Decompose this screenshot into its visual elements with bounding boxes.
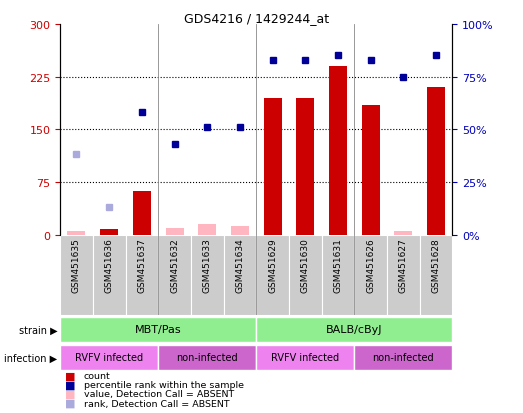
Text: strain ▶: strain ▶ [19,325,58,335]
Bar [67,232,85,235]
Text: rank, Detection Call = ABSENT: rank, Detection Call = ABSENT [84,399,229,408]
Text: ■: ■ [65,398,76,408]
Bar [329,67,347,235]
Bar [322,235,355,316]
Text: GSM451634: GSM451634 [235,237,244,292]
Text: GSM451637: GSM451637 [138,237,146,292]
Text: GSM451631: GSM451631 [334,237,343,292]
Bar [256,235,289,316]
Bar [256,345,355,370]
Text: value, Detection Call = ABSENT: value, Detection Call = ABSENT [84,389,234,399]
Bar [198,225,216,235]
Bar [100,229,118,235]
Text: ■: ■ [65,371,76,381]
Bar [297,98,314,235]
Bar [355,235,387,316]
Text: count: count [84,371,110,380]
Bar [60,345,158,370]
Text: MBT/Pas: MBT/Pas [135,324,181,334]
Text: BALB/cByJ: BALB/cByJ [326,324,383,334]
Text: GSM451635: GSM451635 [72,237,81,292]
Bar [355,345,452,370]
Text: RVFV infected: RVFV infected [75,352,143,362]
Text: ■: ■ [65,389,76,399]
Bar [256,317,452,342]
Text: ■: ■ [65,380,76,390]
Bar [191,235,224,316]
Bar [166,228,184,235]
Text: percentile rank within the sample: percentile rank within the sample [84,380,244,389]
Text: infection ▶: infection ▶ [4,353,58,363]
Bar [387,235,419,316]
Bar [158,235,191,316]
Title: GDS4216 / 1429244_at: GDS4216 / 1429244_at [184,12,329,25]
Bar [394,232,412,235]
Bar [231,227,249,235]
Bar [133,192,151,235]
Bar [126,235,158,316]
Text: GSM451630: GSM451630 [301,237,310,292]
Text: RVFV infected: RVFV infected [271,352,339,362]
Bar [158,345,256,370]
Text: GSM451628: GSM451628 [431,237,440,292]
Text: GSM451627: GSM451627 [399,237,408,292]
Bar [362,105,380,235]
Bar [60,317,256,342]
Bar [224,235,256,316]
Bar [419,235,452,316]
Bar [93,235,126,316]
Text: non-infected: non-infected [176,352,238,362]
Text: GSM451633: GSM451633 [203,237,212,292]
Text: GSM451626: GSM451626 [366,237,375,292]
Text: GSM451629: GSM451629 [268,237,277,292]
Text: GSM451632: GSM451632 [170,237,179,292]
Bar [60,235,93,316]
Bar [427,88,445,235]
Text: non-infected: non-infected [372,352,434,362]
Bar [289,235,322,316]
Bar [264,98,281,235]
Text: GSM451636: GSM451636 [105,237,113,292]
